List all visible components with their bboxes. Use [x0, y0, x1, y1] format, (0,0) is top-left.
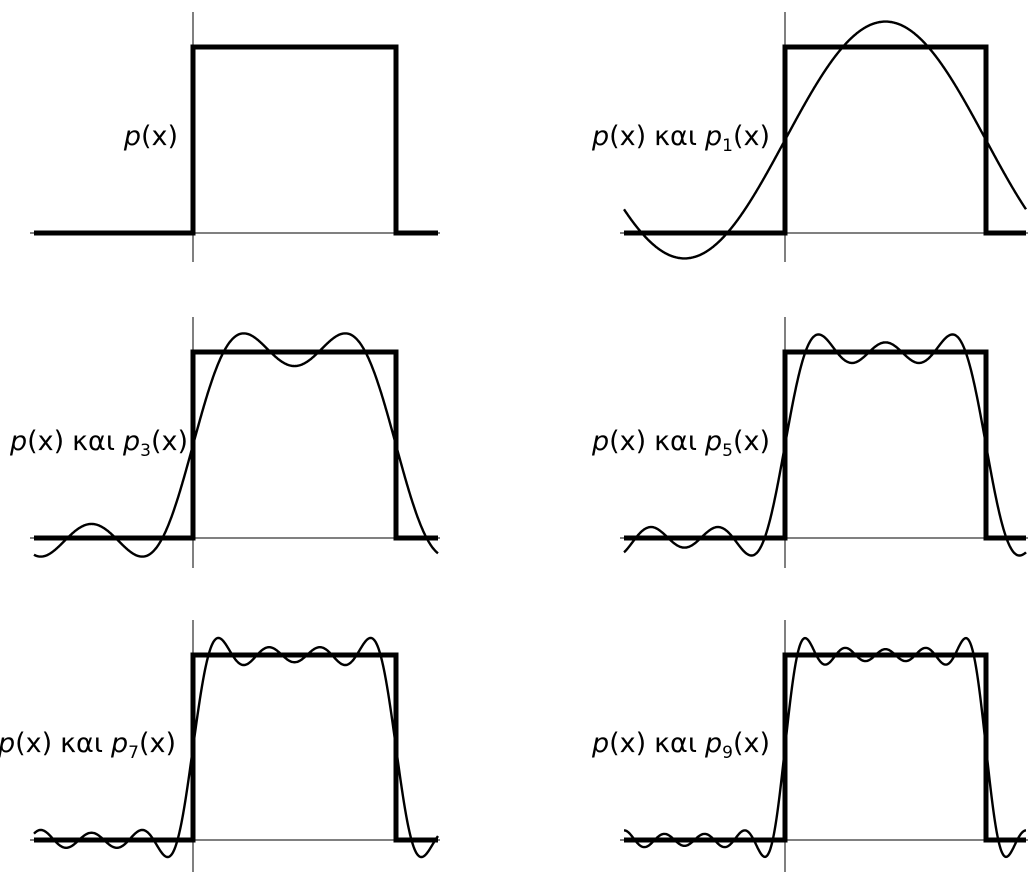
fourier-partial-sum-p5: [623, 333, 1027, 557]
panel-label: p(x): [123, 121, 178, 152]
square-pulse: [34, 349, 438, 541]
square-pulse: [624, 652, 1026, 843]
panel-label: p(x) και p5(x): [591, 426, 770, 461]
panel-label: p(x) και p1(x): [591, 121, 770, 156]
func-arg: (x): [141, 121, 178, 152]
panel-label: p(x) και p9(x): [591, 728, 770, 763]
square-pulse: [624, 44, 1026, 236]
fourier-partial-sum-p9: [624, 636, 1026, 859]
fourier-partial-sum-p3: [33, 332, 439, 558]
fourier-partial-sum-p1: [623, 20, 1028, 260]
fourier-partial-sum-p7: [33, 636, 439, 859]
panel-label: p(x) και p3(x): [9, 426, 188, 461]
panel-p3: p(x) και p3(x): [9, 317, 440, 568]
func-name: p: [123, 121, 141, 152]
panel-p9: p(x) και p9(x): [591, 620, 1028, 872]
square-pulse: [34, 652, 438, 843]
panel-p: p(x): [30, 12, 440, 262]
panel-p1: p(x) και p1(x): [591, 12, 1028, 262]
square-pulse: [34, 44, 438, 236]
square-pulse: [624, 349, 1026, 541]
panel-p5: p(x) και p5(x): [591, 317, 1028, 568]
